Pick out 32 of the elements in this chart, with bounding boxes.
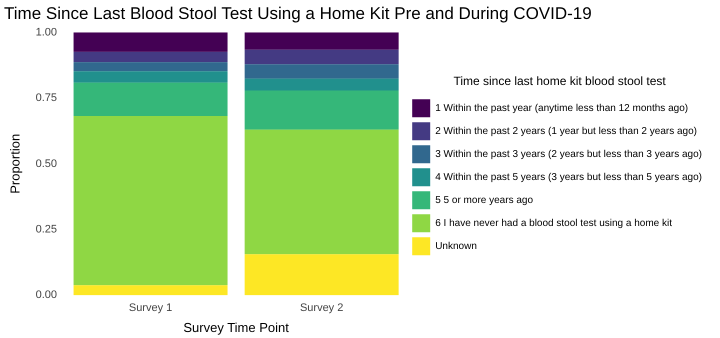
legend-label: Unknown — [435, 240, 477, 252]
bar — [244, 32, 399, 50]
legend-label: 6 I have never had a blood stool test using a home kit — [435, 218, 672, 229]
bar — [244, 50, 399, 64]
bar — [74, 82, 228, 116]
legend-label: 2 Within the past 2 years (1 year but less than 2 years ago) — [435, 126, 698, 137]
bar — [74, 52, 228, 62]
bar — [74, 285, 228, 296]
y-tick-label: 0.25 — [36, 224, 58, 236]
legend-label: 5 5 or more years ago — [435, 194, 534, 206]
bar — [244, 64, 399, 79]
legend-title: Time since last home kit blood stool test — [453, 74, 666, 88]
legend-label: 4 Within the past 5 years (3 years but less than 5 years ago) — [435, 172, 702, 183]
bar — [244, 90, 399, 130]
y-tick-label: 0.50 — [36, 158, 58, 170]
y-tick-label: 0.75 — [36, 92, 58, 104]
chart-title: Time Since Last Blood Stool Test Using a Home Kit Pre and During COVID-19 — [4, 4, 592, 23]
y-axis-title: Proportion — [7, 134, 22, 194]
y-tick-label: 0.00 — [36, 289, 58, 302]
x-axis-title: Survey Time Point — [183, 320, 290, 335]
bar — [74, 32, 228, 52]
legend-label: 1 Within the past year (anytime less than 12 months ago) — [435, 102, 688, 114]
bar — [74, 71, 228, 83]
bar — [74, 62, 228, 72]
bar — [74, 116, 228, 286]
bar — [244, 254, 399, 296]
y-tick-label: 1.00 — [36, 26, 58, 38]
bar — [244, 130, 399, 254]
legend-label: 3 Within the past 3 years (2 years but less than 3 years ago) — [435, 148, 702, 160]
bar — [244, 78, 399, 90]
x-tick-label: Survey 2 — [300, 302, 344, 314]
x-tick-label: Survey 1 — [128, 302, 172, 314]
